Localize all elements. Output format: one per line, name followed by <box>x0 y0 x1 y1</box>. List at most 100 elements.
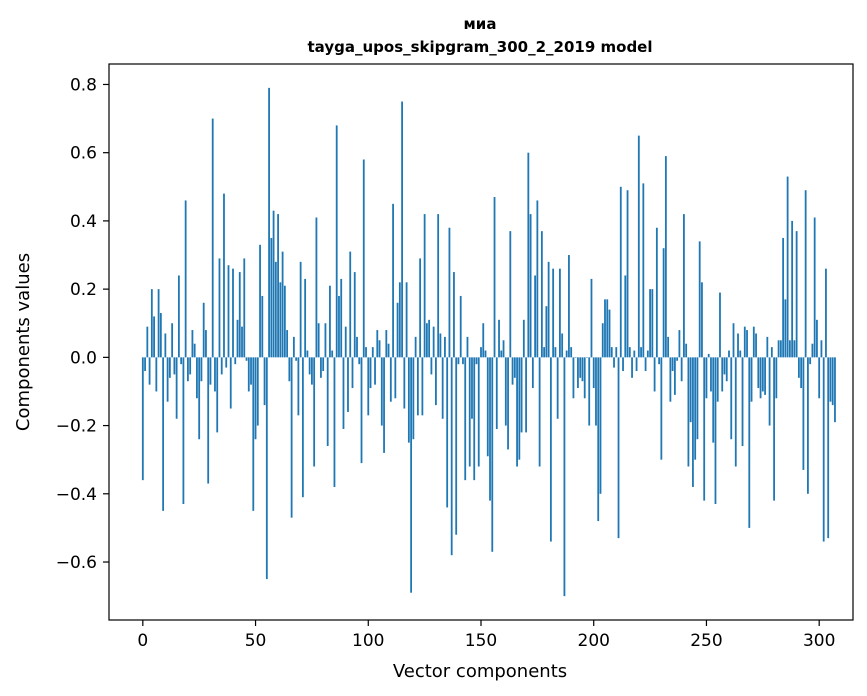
x-tick-label: 300 <box>803 631 835 651</box>
bar-component-306 <box>831 357 834 406</box>
bar-component-143 <box>464 357 467 481</box>
bar-component-188 <box>565 350 568 358</box>
bar-component-211 <box>617 357 620 539</box>
bar-component-243 <box>689 357 692 423</box>
bar-component-233 <box>667 336 670 358</box>
y-tick-label: 0.8 <box>70 75 97 95</box>
bar-component-93 <box>351 357 354 389</box>
bar-component-238 <box>678 330 681 358</box>
bar-component-147 <box>473 357 476 481</box>
bar-component-195 <box>581 357 584 382</box>
bar-component-27 <box>202 302 205 358</box>
bar-component-287 <box>788 340 791 358</box>
bar-component-223 <box>644 357 647 371</box>
bar-component-205 <box>604 299 606 358</box>
bar-component-212 <box>619 186 622 358</box>
bar-component-67 <box>292 336 295 358</box>
bar-component-208 <box>610 347 613 358</box>
bar-component-88 <box>340 278 343 358</box>
bar-component-158 <box>498 319 500 358</box>
bar-component-55 <box>265 357 268 580</box>
bar-component-15 <box>175 357 178 419</box>
bar-component-25 <box>198 357 201 440</box>
bar-component-127 <box>428 319 431 358</box>
bar-component-108 <box>385 330 388 358</box>
bar-component-23 <box>193 343 196 358</box>
bar-component-239 <box>680 357 683 382</box>
bar-component-227 <box>653 357 656 392</box>
bar-component-297 <box>811 343 814 358</box>
bar-component-256 <box>719 292 721 358</box>
bar-component-110 <box>389 357 392 402</box>
bar-component-146 <box>471 357 473 419</box>
bar-component-97 <box>360 357 363 464</box>
bar-component-222 <box>642 183 645 358</box>
bar-component-278 <box>768 357 771 426</box>
y-axis-ticks: −0.6 −0.4 −0.2 0.0 0.2 0.4 0.6 0.8 <box>56 75 109 573</box>
bar-component-115 <box>401 101 403 358</box>
bar-component-291 <box>797 357 800 378</box>
bar-component-254 <box>714 357 717 505</box>
bar-component-220 <box>637 135 640 358</box>
bar-component-194 <box>579 357 582 378</box>
bar-component-24 <box>196 357 198 399</box>
bar-component-190 <box>570 347 573 358</box>
bar-component-267 <box>743 326 746 358</box>
bar-component-28 <box>205 330 207 358</box>
bar-component-182 <box>552 268 555 358</box>
bar-component-221 <box>640 347 642 358</box>
bar-component-56 <box>268 87 270 358</box>
bar-component-77 <box>315 217 318 358</box>
bar-component-286 <box>786 176 789 358</box>
bar-component-214 <box>624 275 627 358</box>
bar-component-277 <box>766 336 769 358</box>
bar-component-66 <box>290 357 293 518</box>
bar-component-191 <box>572 357 575 399</box>
bar-component-202 <box>597 357 600 522</box>
bar-component-32 <box>214 357 216 392</box>
bar-component-213 <box>622 357 624 371</box>
bar-component-262 <box>732 323 735 358</box>
bar-component-123 <box>419 258 422 358</box>
bar-component-113 <box>396 302 399 358</box>
bar-component-19 <box>184 200 187 358</box>
bar-component-274 <box>759 357 762 399</box>
bar-component-135 <box>446 357 449 508</box>
x-tick-label: 200 <box>578 631 610 651</box>
bar-component-76 <box>313 357 316 467</box>
bar-component-61 <box>279 282 282 358</box>
bar-component-81 <box>324 323 327 358</box>
bar-component-268 <box>746 330 748 358</box>
bar-component-141 <box>459 295 462 358</box>
bar-component-30 <box>209 357 212 385</box>
bar-component-301 <box>820 340 823 358</box>
x-tick-label: 50 <box>245 631 267 651</box>
bar-component-163 <box>509 231 512 358</box>
bar-component-17 <box>180 357 183 365</box>
bar-component-217 <box>631 357 633 378</box>
bar-component-65 <box>288 357 291 382</box>
bar-component-74 <box>308 357 311 375</box>
bar-component-136 <box>448 227 451 358</box>
bar-component-29 <box>207 357 210 484</box>
bar-component-152 <box>484 350 487 358</box>
bar-component-16 <box>177 275 180 358</box>
bar-component-49 <box>252 357 255 511</box>
bar-component-244 <box>692 357 694 487</box>
bar-component-50 <box>254 357 257 440</box>
bar-component-250 <box>705 357 708 399</box>
bar-component-94 <box>353 272 356 358</box>
bar-component-13 <box>171 323 174 358</box>
bar-component-7 <box>157 289 160 358</box>
bar-component-39 <box>229 357 232 409</box>
bar-component-185 <box>559 268 561 358</box>
bar-component-173 <box>531 357 534 389</box>
bar-component-270 <box>750 357 753 402</box>
bar-component-215 <box>626 190 629 358</box>
bar-component-62 <box>281 251 284 358</box>
bar-component-95 <box>356 336 358 358</box>
bar-component-273 <box>757 357 760 389</box>
bar-component-224 <box>646 350 649 358</box>
bar-component-200 <box>592 357 595 389</box>
bar-component-157 <box>495 357 498 429</box>
